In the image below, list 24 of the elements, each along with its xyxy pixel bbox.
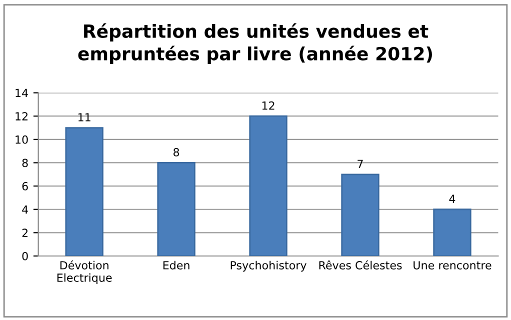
y-tick-label: 12 — [16, 112, 28, 120]
x-tick-label: Eden — [163, 260, 190, 270]
bar — [157, 162, 196, 256]
bar — [65, 127, 104, 256]
data-label: 4 — [449, 194, 456, 203]
y-tick-label: 14 — [16, 88, 28, 98]
bar — [249, 115, 288, 256]
data-label: 8 — [174, 148, 180, 156]
chart-title: Répartition des unités vendues et empruntées par livre (année 2012) — [78, 23, 432, 64]
bar — [433, 208, 472, 256]
y-tick-label: 2 — [22, 228, 28, 237]
y-tick-label: 8 — [22, 158, 28, 168]
x-tick-label: Dévotion Electrique — [57, 260, 112, 284]
y-tick-label: 0 — [22, 252, 28, 260]
y-tick-label: 10 — [16, 135, 28, 144]
data-label: 7 — [358, 160, 363, 168]
data-label: 12 — [262, 101, 274, 110]
y-tick-label: 6 — [22, 182, 28, 190]
y-tick-label: 4 — [22, 205, 28, 214]
bar — [341, 174, 380, 256]
data-label: 11 — [78, 113, 90, 122]
x-tick-label: Rêves Célestes — [319, 260, 402, 270]
x-tick-label: Psychohistory — [230, 260, 306, 272]
x-tick-label: Une rencontre — [414, 261, 492, 270]
